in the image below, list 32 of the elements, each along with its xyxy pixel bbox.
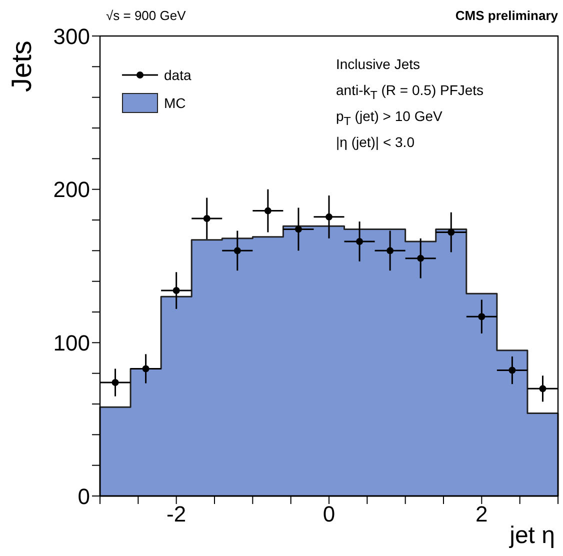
- x-tick-label: 0: [322, 502, 336, 527]
- y-axis-title: Jets: [6, 40, 38, 92]
- text: CMS preliminary: [455, 8, 558, 23]
- point: [539, 385, 546, 392]
- annotation: anti-k$_{T}$ (R = 0.5) PFJets: [336, 82, 484, 102]
- annotation: p$_{T}$ (jet) > 10 GeV: [336, 108, 442, 128]
- point: [294, 226, 302, 233]
- legend-label: MC: [164, 95, 186, 111]
- point: [172, 287, 180, 294]
- point: [448, 228, 455, 236]
- point: [478, 313, 486, 320]
- point: [142, 365, 150, 372]
- x-tick-label: -2: [166, 502, 186, 527]
- y-tick-label: 0: [78, 484, 90, 509]
- point: [326, 213, 332, 220]
- point: [417, 254, 424, 262]
- legend-label: data: [164, 67, 192, 83]
- point: [112, 379, 119, 386]
- point: [203, 214, 210, 222]
- point: [356, 238, 364, 245]
- point: [386, 247, 394, 254]
- y-tick-label: 200: [53, 177, 90, 202]
- point: [234, 247, 241, 254]
- point: [264, 207, 272, 214]
- x-tick-label: 2: [476, 502, 488, 527]
- y-tick-label: 300: [53, 24, 90, 49]
- y-tick-label: 100: [53, 330, 90, 356]
- text: √s = 900 GeV: [106, 8, 186, 23]
- x-axis-title: jet η: [510, 522, 555, 550]
- annotation: Inclusive Jets: [336, 56, 420, 72]
- annotation: |η (jet)| < 3.0: [336, 134, 414, 150]
- point: [508, 366, 516, 374]
